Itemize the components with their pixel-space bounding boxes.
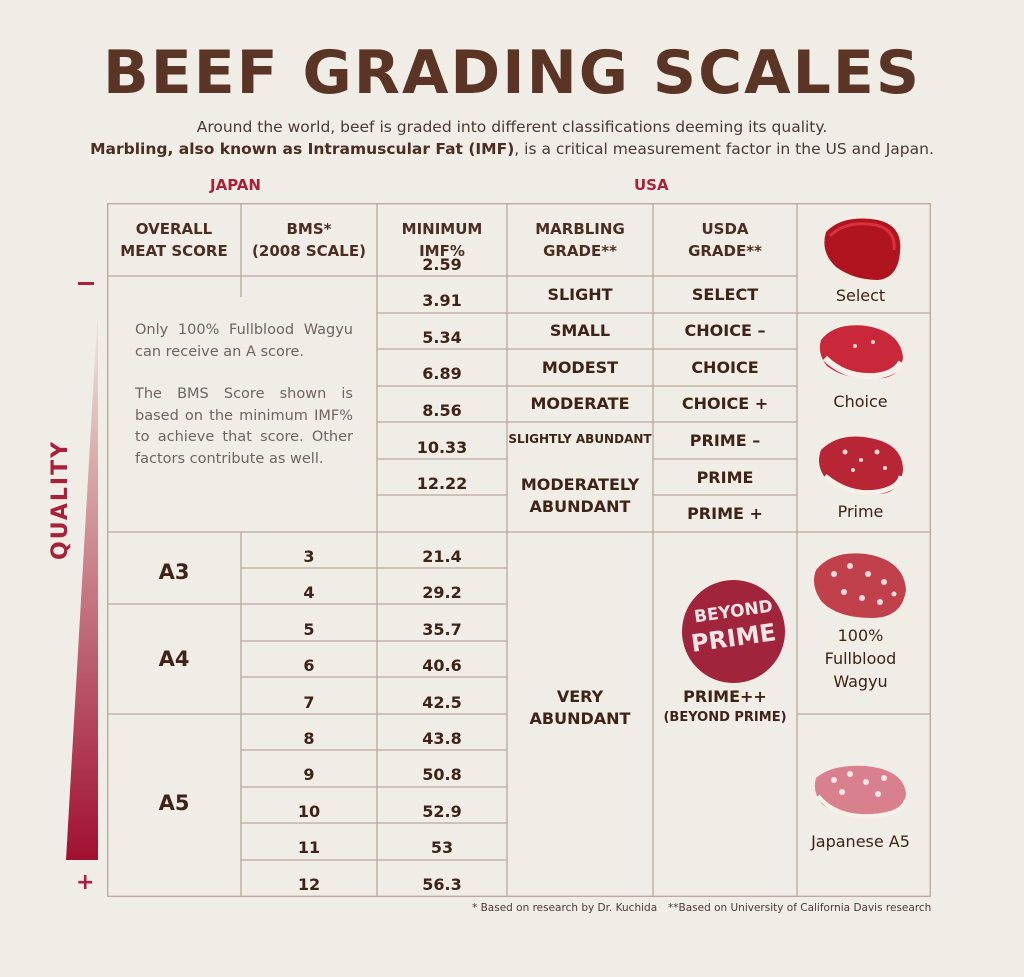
imf-value: 21.4 bbox=[422, 547, 462, 566]
marbling-moderately-line1: MODERATELY bbox=[520, 475, 640, 494]
header-overall-line2: MEAT SCORE bbox=[120, 242, 228, 260]
usda-prime-plus-plus: PRIME++ bbox=[683, 687, 767, 706]
imf-value: 50.8 bbox=[422, 765, 462, 784]
header-usda-line2: GRADE** bbox=[688, 242, 762, 260]
quality-minus-icon bbox=[78, 282, 94, 285]
imf-value: 43.8 bbox=[422, 729, 462, 748]
bms-value: 10 bbox=[297, 802, 321, 821]
imf-value: 52.9 bbox=[422, 802, 462, 821]
usda-prime-plus: PRIME + bbox=[687, 504, 763, 523]
beef-label-choice: Choice bbox=[833, 392, 888, 411]
marbling-very-line1: VERY bbox=[556, 687, 604, 706]
header-marbling-line2: GRADE** bbox=[543, 242, 617, 260]
region-japan: JAPAN bbox=[210, 176, 261, 194]
note-text: Only 100% Fullblood Wagyu can receive an… bbox=[135, 320, 353, 470]
imf-value: 40.6 bbox=[422, 656, 462, 675]
wagyu-line1: 100% bbox=[837, 626, 884, 645]
bms-value: 6 bbox=[303, 656, 315, 675]
marbling-small: SMALL bbox=[549, 321, 611, 340]
beef-label-select: Select bbox=[835, 286, 886, 305]
footnote-uc-davis: **Based on University of California Davi… bbox=[668, 902, 932, 914]
header-bms-line2: (2008 SCALE) bbox=[252, 242, 366, 260]
bms-value: 3 bbox=[303, 547, 315, 566]
imf-value: 3.91 bbox=[422, 291, 462, 310]
japanese-a5-beef-icon bbox=[814, 765, 908, 819]
overall-score-a5: A5 bbox=[158, 791, 190, 815]
overall-score-a4: A4 bbox=[158, 647, 190, 671]
header-marbling-line1: MARBLING bbox=[535, 220, 625, 238]
header-overall-meat-score: OVERALL MEAT SCORE bbox=[107, 218, 241, 262]
usda-prime: PRIME bbox=[696, 468, 754, 487]
select-beef-icon bbox=[824, 218, 901, 280]
note-paragraph-1: Only 100% Fullblood Wagyu can receive an… bbox=[135, 322, 353, 360]
overall-score-a3: A3 bbox=[158, 560, 190, 584]
grading-table-grid bbox=[107, 203, 931, 897]
bms-value: 5 bbox=[303, 620, 315, 639]
imf-value: 56.3 bbox=[422, 875, 462, 894]
marbling-modest: MODEST bbox=[541, 358, 619, 377]
page-title: BEEF GRADING SCALES bbox=[102, 38, 922, 108]
bms-value: 11 bbox=[297, 838, 321, 857]
marbling-very-line2: ABUNDANT bbox=[529, 709, 631, 728]
bms-value: 9 bbox=[303, 765, 315, 784]
header-bms: BMS* (2008 SCALE) bbox=[241, 218, 377, 262]
marbling-moderate: MODERATE bbox=[530, 394, 630, 413]
marbling-slightly-abundant: SLIGHTLY ABUNDANT bbox=[508, 432, 652, 446]
usda-choice-minus: CHOICE – bbox=[684, 321, 766, 340]
header-overall-line1: OVERALL bbox=[135, 220, 213, 238]
marbling-moderately-line2: ABUNDANT bbox=[529, 497, 631, 516]
header-marbling-grade: MARBLING GRADE** bbox=[507, 218, 653, 262]
note-paragraph-2: The BMS Score shown is based on the mini… bbox=[135, 386, 353, 467]
subtitle-rest: , is a critical measurement factor in th… bbox=[514, 140, 934, 158]
marbling-very-abundant: VERY ABUNDANT bbox=[507, 686, 653, 730]
quality-plus-icon: + bbox=[76, 870, 95, 895]
wagyu-line2: Fullblood bbox=[824, 649, 897, 668]
quality-label: QUALITY bbox=[48, 439, 73, 560]
bms-value: 7 bbox=[303, 693, 315, 712]
imf-value: 8.56 bbox=[422, 401, 462, 420]
header-min-imf: MINIMUM IMF% bbox=[377, 218, 507, 262]
beef-label-prime: Prime bbox=[837, 502, 884, 521]
usda-choice: CHOICE bbox=[691, 358, 759, 377]
header-imf-line2: IMF% bbox=[419, 242, 465, 260]
choice-beef-icon bbox=[819, 325, 904, 380]
bms-value: 8 bbox=[303, 729, 315, 748]
bms-value: 12 bbox=[297, 875, 321, 894]
imf-value: 53 bbox=[430, 838, 454, 857]
imf-value: 12.22 bbox=[416, 474, 468, 493]
subtitle-bold: Marbling, also known as Intramuscular Fa… bbox=[90, 140, 515, 158]
marbling-moderately-abundant: MODERATELY ABUNDANT bbox=[507, 474, 653, 518]
imf-value: 2.59 bbox=[422, 255, 462, 274]
usda-choice-plus: CHOICE + bbox=[681, 394, 769, 413]
header-bms-line1: BMS* bbox=[286, 220, 332, 238]
quality-gradient bbox=[66, 305, 98, 860]
header-usda-line1: USDA bbox=[701, 220, 749, 238]
beyond-prime-badge: BEYOND PRIME bbox=[682, 580, 785, 683]
imf-value: 10.33 bbox=[416, 438, 468, 457]
region-usa: USA bbox=[634, 176, 669, 194]
usda-select: SELECT bbox=[691, 285, 759, 304]
imf-value: 29.2 bbox=[422, 583, 462, 602]
wagyu-line3: Wagyu bbox=[833, 672, 888, 691]
subtitle-line-2: Marbling, also known as Intramuscular Fa… bbox=[0, 140, 1024, 158]
beef-label-japanese-a5: Japanese A5 bbox=[811, 832, 910, 851]
bms-value: 4 bbox=[303, 583, 315, 602]
wagyu-beef-icon bbox=[814, 553, 906, 618]
prime-beef-icon bbox=[819, 436, 904, 496]
imf-value: 6.89 bbox=[422, 364, 462, 383]
beef-label-wagyu: 100% Fullblood Wagyu bbox=[797, 624, 924, 693]
usda-prime-minus: PRIME – bbox=[689, 431, 761, 450]
marbling-slight: SLIGHT bbox=[547, 285, 613, 304]
imf-value: 35.7 bbox=[422, 620, 462, 639]
imf-value: 5.34 bbox=[422, 328, 462, 347]
usda-beyond-prime: (BEYOND PRIME) bbox=[663, 710, 787, 725]
footnote-kuchida: * Based on research by Dr. Kuchida bbox=[472, 902, 658, 914]
imf-value: 42.5 bbox=[422, 693, 462, 712]
header-imf-line1: MINIMUM bbox=[401, 220, 483, 238]
header-usda-grade: USDA GRADE** bbox=[653, 218, 797, 262]
subtitle-line-1: Around the world, beef is graded into di… bbox=[196, 118, 828, 136]
